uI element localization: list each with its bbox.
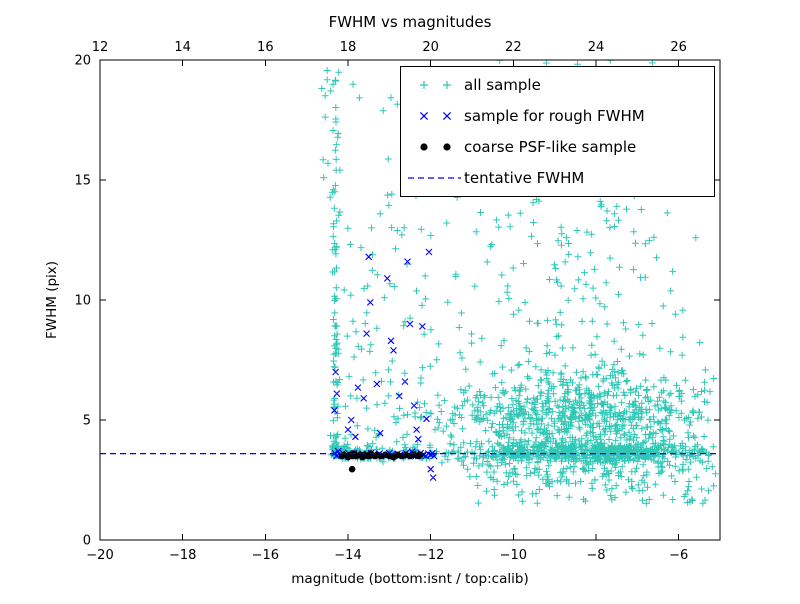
svg-text:10: 10: [74, 294, 91, 309]
legend-entry-label: sample for rough FWHM: [464, 107, 645, 125]
legend-box: [400, 66, 715, 197]
svg-text:22: 22: [505, 40, 522, 55]
svg-text:−10: −10: [500, 548, 527, 563]
chart-title: FWHM vs magnitudes: [329, 13, 492, 31]
svg-text:24: 24: [588, 40, 605, 55]
svg-text:5: 5: [83, 414, 91, 429]
svg-text:20: 20: [422, 40, 439, 55]
svg-text:−20: −20: [86, 548, 113, 563]
plus-marker-icon: [420, 81, 451, 89]
axis-tick-labels: −20 −18 −16 −14 −12 −10 −8 −6 12 14 16 18 20 22 24 26 0 5…: [74, 40, 688, 563]
dot-marker-icon: [420, 143, 428, 151]
legend-entry-label: tentative FWHM: [464, 169, 584, 187]
dot-marker-icon: [443, 143, 451, 151]
svg-text:16: 16: [257, 40, 274, 55]
svg-text:20: 20: [74, 54, 91, 69]
svg-text:−14: −14: [334, 548, 361, 563]
svg-text:12: 12: [92, 40, 109, 55]
legend: all sample sample for rough FWHM coarse PS…: [400, 66, 715, 197]
cross-marker-icon: [419, 111, 452, 121]
svg-text:−16: −16: [252, 548, 279, 563]
svg-text:0: 0: [83, 534, 91, 549]
svg-text:−8: −8: [586, 548, 605, 563]
legend-entry-label: coarse PSF-like sample: [464, 138, 636, 156]
svg-text:15: 15: [74, 174, 91, 189]
svg-text:−18: −18: [169, 548, 196, 563]
svg-text:26: 26: [670, 40, 687, 55]
svg-text:18: 18: [340, 40, 357, 55]
legend-entry-label: all sample: [464, 76, 541, 94]
svg-text:−6: −6: [669, 548, 688, 563]
series-psf-like: [338, 450, 424, 473]
svg-text:14: 14: [174, 40, 191, 55]
y-axis-label: FWHM (pix): [44, 261, 60, 339]
x-axis-label: magnitude (bottom:isnt / top:calib): [291, 571, 528, 587]
plot-frame: [99, 59, 721, 541]
svg-text:−12: −12: [417, 548, 444, 563]
